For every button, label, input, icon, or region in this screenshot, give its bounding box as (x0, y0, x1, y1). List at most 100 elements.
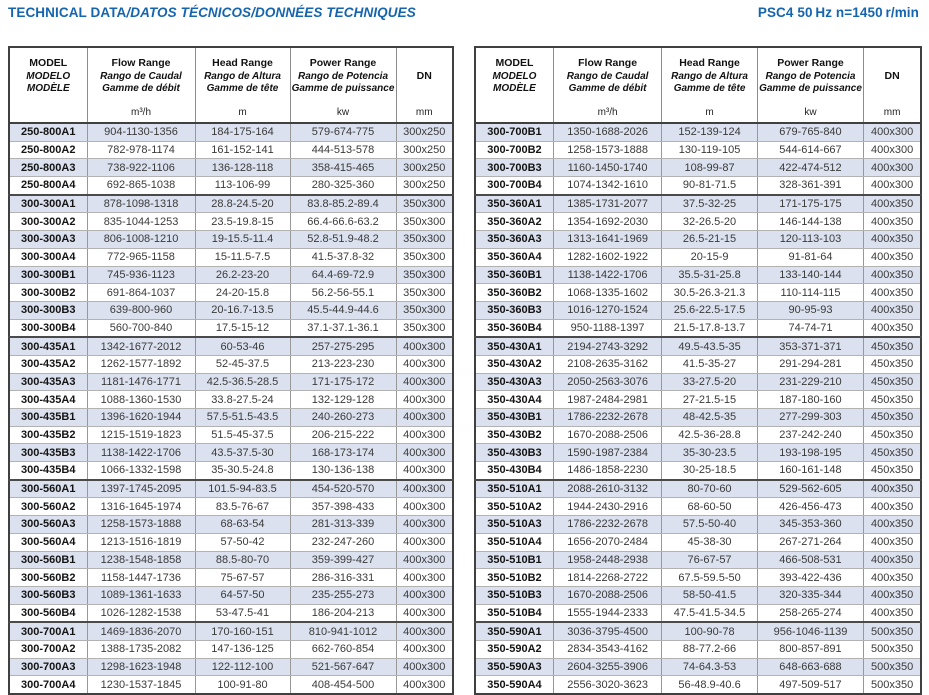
power-range-cell: 90-95-93 (756, 300, 865, 320)
head-range-cell: 20-16.7-13.5 (194, 300, 291, 320)
dn-cell: 300x250 (395, 122, 454, 142)
table-row: 350-590A2 2834-3543-4162 88-77.2-66 800-857… (474, 639, 922, 659)
model-cell: 350-430B4 (474, 461, 554, 481)
tables-container: MODEL MODELO MODÈLE Flow Range Rango de Caud… (8, 46, 929, 695)
power-range-cell: 497-509-517 (756, 675, 865, 695)
header-line: MODÈLE (26, 83, 70, 95)
model-cell: 300-435B4 (8, 461, 88, 481)
flow-range-cell: 1786-2232-2678 (552, 515, 663, 534)
model-cell: 250-800A2 (8, 140, 88, 160)
dn-cell: 400x300 (395, 515, 454, 534)
flow-range-cell: 1238-1548-1858 (86, 550, 196, 570)
table-row: 350-510A4 1656-2070-2484 45-38-30 267-271-2… (474, 532, 922, 552)
model-cell: 300-560B4 (8, 603, 88, 623)
dn-cell: 400x300 (395, 336, 454, 356)
power-range-cell: 186-204-213 (289, 603, 397, 623)
dn-cell: 350x300 (395, 193, 454, 214)
head-range-cell: 80-70-60 (661, 478, 758, 499)
head-range-cell: 42.5-36-28.8 (661, 425, 758, 445)
head-range-cell: 33-27.5-20 (661, 372, 758, 392)
table-row: 250-800A3 738-922-1106 136-128-118 358-415-… (8, 158, 454, 178)
model-cell: 350-360B1 (474, 265, 554, 285)
col-header-model: MODEL MODELO MODÈLE (8, 46, 88, 124)
power-range-cell: 257-275-295 (289, 336, 397, 356)
header-line: MODÈLE (493, 83, 536, 95)
dn-cell: 300x250 (395, 158, 454, 178)
model-cell: 350-590A4 (474, 675, 554, 695)
table-row: 350-430B1 1786-2232-2678 48-42.5-35 277-299… (474, 408, 922, 427)
flow-range-cell: 1590-1987-2384 (552, 443, 663, 463)
head-range-cell: 75-67-57 (194, 568, 291, 587)
power-range-cell: 408-454-500 (289, 675, 397, 695)
model-cell: 300-560B2 (8, 568, 88, 587)
power-range-cell: 345-353-360 (756, 515, 865, 534)
dn-cell: 400x350 (863, 300, 922, 320)
table-row: 300-700B3 1160-1450-1740 108-99-87 422-474-… (474, 158, 922, 178)
power-range-cell: 240-260-273 (289, 408, 397, 427)
dn-cell: 350x300 (395, 247, 454, 267)
power-range-cell: 359-399-427 (289, 550, 397, 570)
table-row: 350-590A4 2556-3020-3623 56-48.9-40.6 497-5… (474, 675, 922, 695)
dn-cell: 400x300 (395, 568, 454, 587)
flow-range-cell: 1396-1620-1944 (86, 408, 196, 427)
unit-label: kw (804, 107, 817, 118)
table-row: 300-435A4 1088-1360-1530 33.8-27.5-24 132-1… (8, 390, 454, 409)
head-range-cell: 19-15.5-11.4 (194, 230, 291, 249)
col-header-power: Power Range Rango de Potencia Gamme de pui… (756, 46, 865, 124)
power-range-cell: 648-663-688 (756, 657, 865, 677)
model-cell: 250-800A3 (8, 158, 88, 178)
power-range-cell: 168-173-174 (289, 443, 397, 463)
head-range-cell: 35-30-23.5 (661, 443, 758, 463)
head-range-cell: 17.5-15-12 (194, 318, 291, 338)
header-line: DN (884, 69, 900, 82)
dn-cell: 450x350 (863, 408, 922, 427)
dn-cell: 400x300 (395, 550, 454, 570)
power-range-cell: 454-520-570 (289, 478, 397, 499)
model-cell: 300-300B4 (8, 318, 88, 338)
power-range-cell: 258-265-274 (756, 603, 865, 623)
head-range-cell: 42.5-36.5-28.5 (194, 372, 291, 392)
head-range-cell: 136-128-118 (194, 158, 291, 178)
dn-cell: 400x350 (863, 603, 922, 623)
power-range-cell: 37.1-37.1-36.1 (289, 318, 397, 338)
header-line: DN (416, 69, 432, 82)
head-range-cell: 100-90-78 (661, 621, 758, 641)
head-range-cell: 37.5-32-25 (661, 193, 758, 214)
flow-range-cell: 1068-1335-1602 (552, 283, 663, 302)
power-range-cell: 213-223-230 (289, 354, 397, 374)
table-row: 300-435B4 1066-1332-1598 35-30.5-24.8 130-1… (8, 461, 454, 481)
header-line: Rango de Caudal (100, 70, 182, 82)
flow-range-cell: 1958-2448-2938 (552, 550, 663, 570)
model-cell: 350-510A4 (474, 532, 554, 552)
power-range-cell: 235-255-273 (289, 585, 397, 605)
power-range-cell: 357-398-433 (289, 497, 397, 517)
flow-range-cell: 1670-2088-2506 (552, 425, 663, 445)
dn-cell: 450x350 (863, 443, 922, 463)
table-row: 350-430B3 1590-1987-2384 35-30-23.5 193-198… (474, 443, 922, 463)
table-body: 250-800A1 904-1130-1356 184-175-164 579-674… (8, 122, 454, 695)
dn-cell: 350x300 (395, 212, 454, 232)
head-range-cell: 130-119-105 (661, 140, 758, 160)
model-cell: 350-510B1 (474, 550, 554, 570)
dn-cell: 400x300 (395, 390, 454, 409)
power-range-cell: 393-422-436 (756, 568, 865, 587)
dn-cell: 450x350 (863, 336, 922, 356)
table-row: 350-360A4 1282-1602-1922 20-15-9 91-81-64 40… (474, 247, 922, 267)
power-range-cell: 426-456-473 (756, 497, 865, 517)
table-row: 300-435B2 1215-1519-1823 51.5-45-37.5 206-2… (8, 425, 454, 445)
power-range-cell: 320-335-344 (756, 585, 865, 605)
model-cell: 300-700A3 (8, 657, 88, 677)
model-cell: 350-430B3 (474, 443, 554, 463)
dn-cell: 400x350 (863, 230, 922, 249)
model-cell: 350-360A2 (474, 212, 554, 232)
table-row: 350-430A1 2194-2743-3292 49.5-43.5-35 353-3… (474, 336, 922, 356)
header-line: Head Range (212, 57, 273, 70)
table-row: 350-510B2 1814-2268-2722 67.5-59.5-50 393-4… (474, 568, 922, 587)
power-range-cell: 956-1046-1139 (756, 621, 865, 641)
model-cell: 300-300A3 (8, 230, 88, 249)
flow-range-cell: 1313-1641-1969 (552, 230, 663, 249)
model-cell: 300-560B3 (8, 585, 88, 605)
power-range-cell: 232-247-260 (289, 532, 397, 552)
model-cell: 300-300A4 (8, 247, 88, 267)
model-cell: 300-560A2 (8, 497, 88, 517)
